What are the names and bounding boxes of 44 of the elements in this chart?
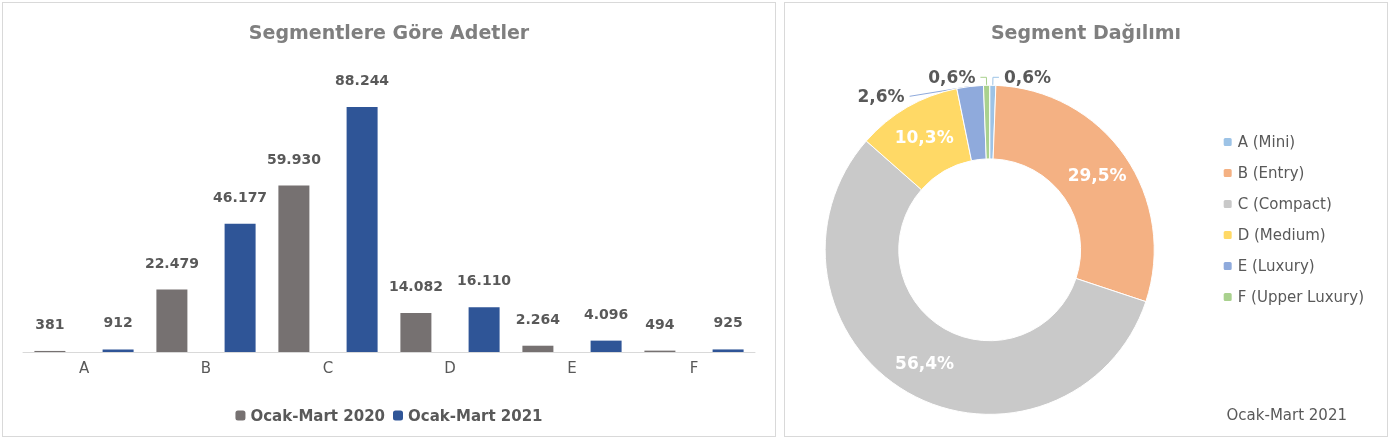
bar [712,349,744,352]
legend-label: E (Luxury) [1237,257,1315,275]
bar [590,340,622,352]
data-label: 46.177 [213,188,268,205]
legend-label: Ocak-Mart 2021 [408,406,543,425]
bar [468,307,500,352]
bar [224,223,256,352]
data-label: 59.930 [266,150,322,167]
bar [156,289,188,352]
bar [346,107,378,352]
legend-label: B (Entry) [1237,164,1305,182]
bar [278,185,310,352]
data-label: 0,6% [1003,67,1052,88]
data-label: 2,6% [857,86,905,107]
data-label: 0,6% [928,67,976,88]
x-tick-label: E [567,358,577,377]
text: Ocak-Mart 2021 [1226,405,1347,424]
data-label: 10,3% [894,126,954,147]
data-label: 912 [103,314,133,331]
legend-label: A (Mini) [1237,133,1296,151]
data-label: 14.082 [388,277,443,294]
legend-label: C (Compact) [1237,195,1332,213]
x-tick-label: A [78,358,90,377]
data-label: 4.096 [583,305,629,322]
x-tick-label: B [200,358,212,377]
data-label: 16.110 [457,272,512,289]
bar [522,345,554,352]
bar [400,312,432,352]
data-label: 381 [35,315,65,332]
bar [102,349,134,352]
x-tick-label: F [689,358,699,377]
data-label: 2.264 [515,310,561,327]
legend-label: F (Upper Luxury) [1237,288,1365,306]
x-tick-label: D [444,358,456,377]
data-label: 494 [645,315,675,332]
x-tick-label: C [322,358,334,377]
chart-title: Segment Dağılımı [990,20,1182,43]
legend-label: Ocak-Mart 2020 [250,406,386,425]
data-label: 925 [713,314,743,331]
data-label: 29,5% [1067,165,1127,186]
chart-title: Segmentlere Göre Adetler [248,20,530,43]
legend-label: D (Medium) [1237,226,1326,244]
data-label: 88.244 [335,72,390,88]
data-label: 22.479 [144,254,199,271]
